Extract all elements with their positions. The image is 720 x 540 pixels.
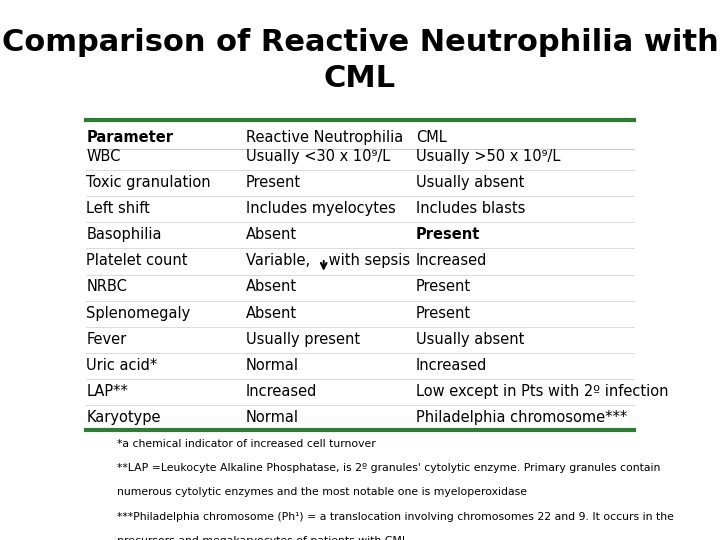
Text: precursors and megakaryocytes of patients with CML: precursors and megakaryocytes of patient… bbox=[117, 536, 408, 540]
Text: WBC: WBC bbox=[86, 149, 121, 164]
Text: LAP**: LAP** bbox=[86, 384, 128, 399]
Text: Usually <30 x 10⁹/L: Usually <30 x 10⁹/L bbox=[246, 149, 390, 164]
Text: Present: Present bbox=[416, 306, 471, 321]
Text: Usually absent: Usually absent bbox=[416, 175, 524, 190]
Text: Usually present: Usually present bbox=[246, 332, 359, 347]
Text: Variable,    with sepsis: Variable, with sepsis bbox=[246, 253, 410, 268]
Text: Present: Present bbox=[416, 227, 480, 242]
Text: **LAP =Leukocyte Alkaline Phosphatase, is 2º granules' cytolytic enzyme. Primary: **LAP =Leukocyte Alkaline Phosphatase, i… bbox=[117, 463, 660, 473]
Text: Low except in Pts with 2º infection: Low except in Pts with 2º infection bbox=[416, 384, 668, 399]
Text: Philadelphia chromosome***: Philadelphia chromosome*** bbox=[416, 410, 627, 425]
Text: Increased: Increased bbox=[246, 384, 317, 399]
Text: Absent: Absent bbox=[246, 306, 297, 321]
Text: Normal: Normal bbox=[246, 410, 299, 425]
Text: Karyotype: Karyotype bbox=[86, 410, 161, 425]
Text: Increased: Increased bbox=[416, 253, 487, 268]
Text: numerous cytolytic enzymes and the most notable one is myeloperoxidase: numerous cytolytic enzymes and the most … bbox=[117, 488, 527, 497]
Text: Usually absent: Usually absent bbox=[416, 332, 524, 347]
Text: Present: Present bbox=[246, 175, 301, 190]
Text: Platelet count: Platelet count bbox=[86, 253, 188, 268]
Text: Basophilia: Basophilia bbox=[86, 227, 162, 242]
Text: ***Philadelphia chromosome (Ph¹) = a translocation involving chromosomes 22 and : ***Philadelphia chromosome (Ph¹) = a tra… bbox=[117, 511, 674, 522]
Text: Toxic granulation: Toxic granulation bbox=[86, 175, 211, 190]
Text: Absent: Absent bbox=[246, 279, 297, 294]
Text: NRBC: NRBC bbox=[86, 279, 127, 294]
Text: Fever: Fever bbox=[86, 332, 127, 347]
Text: Absent: Absent bbox=[246, 227, 297, 242]
Text: Reactive Neutrophilia: Reactive Neutrophilia bbox=[246, 130, 402, 145]
Text: Uric acid*: Uric acid* bbox=[86, 358, 158, 373]
Text: Normal: Normal bbox=[246, 358, 299, 373]
Text: Comparison of Reactive Neutrophilia with
CML: Comparison of Reactive Neutrophilia with… bbox=[1, 28, 719, 93]
Text: Increased: Increased bbox=[416, 358, 487, 373]
Text: Parameter: Parameter bbox=[86, 130, 174, 145]
Text: Left shift: Left shift bbox=[86, 201, 150, 216]
Text: Present: Present bbox=[416, 279, 471, 294]
Text: CML: CML bbox=[416, 130, 446, 145]
Text: Usually >50 x 10⁹/L: Usually >50 x 10⁹/L bbox=[416, 149, 560, 164]
Text: Splenomegaly: Splenomegaly bbox=[86, 306, 191, 321]
Text: Includes myelocytes: Includes myelocytes bbox=[246, 201, 395, 216]
Text: *a chemical indicator of increased cell turnover: *a chemical indicator of increased cell … bbox=[117, 439, 376, 449]
Text: Includes blasts: Includes blasts bbox=[416, 201, 525, 216]
